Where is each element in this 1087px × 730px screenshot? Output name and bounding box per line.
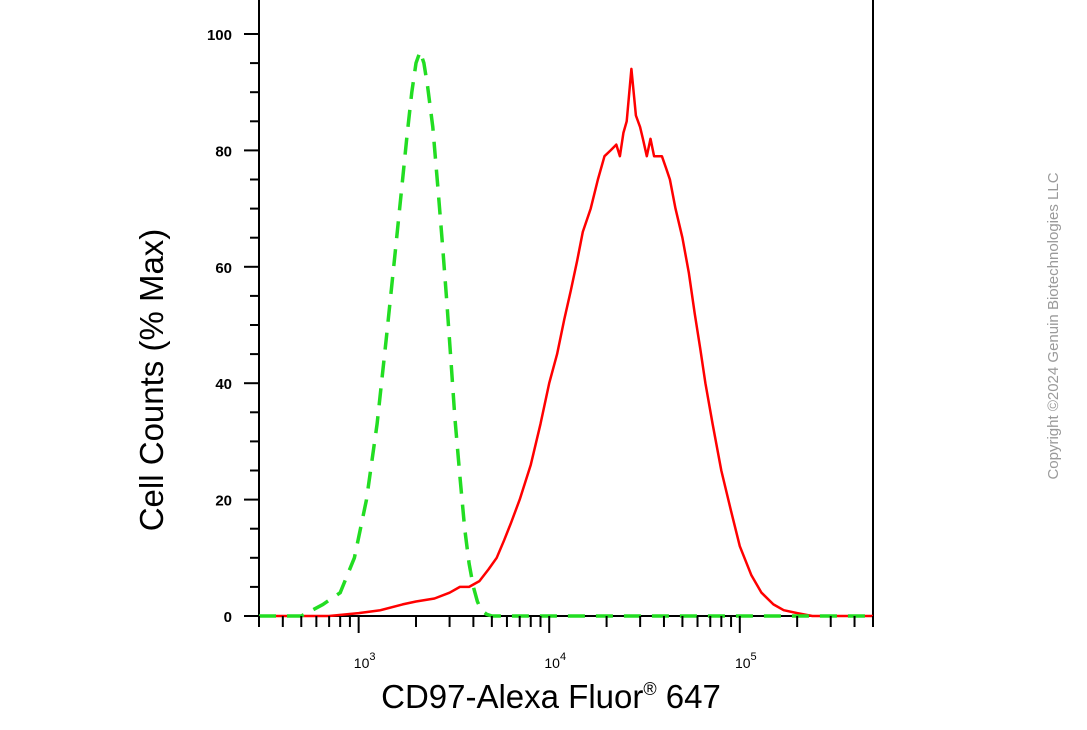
y-axis-title: Cell Counts (% Max) xyxy=(133,229,170,532)
y-tick-label: 60 xyxy=(215,260,232,277)
x-tick-exponent: 3 xyxy=(369,651,375,663)
x-tick-label: 104 xyxy=(544,651,566,671)
y-tick-label: 80 xyxy=(215,143,232,160)
x-axis-title-superscript: ® xyxy=(643,679,656,699)
x-axis: 103 104 105 xyxy=(258,616,874,671)
x-tick-exponent: 4 xyxy=(560,651,566,663)
y-tick-label: 20 xyxy=(215,493,232,510)
x-tick-base: 10 xyxy=(735,655,751,671)
x-axis-title-suffix: 647 xyxy=(657,678,721,715)
x-axis-title: CD97-Alexa Fluor® 647 xyxy=(381,678,721,715)
x-tick-exponent: 5 xyxy=(751,651,757,663)
plot-frame xyxy=(258,0,874,617)
x-tick-base: 10 xyxy=(544,655,560,671)
x-tick-label: 105 xyxy=(735,651,757,671)
series-line-2 xyxy=(259,49,873,618)
x-tick-base: 10 xyxy=(354,655,370,671)
x-axis-title-main: CD97-Alexa Fluor xyxy=(381,678,643,715)
y-tick-label: 40 xyxy=(215,376,232,393)
series-layer xyxy=(259,49,873,618)
y-tick-label: 100 xyxy=(207,27,232,44)
x-tick-label: 103 xyxy=(354,651,376,671)
y-axis: 0 20 40 60 80 100 xyxy=(207,27,259,626)
y-tick-label: 0 xyxy=(224,609,232,626)
series-line-1 xyxy=(259,67,873,618)
copyright-notice: Copyright ©2024 Genuin Biotechnologies L… xyxy=(1045,172,1062,479)
